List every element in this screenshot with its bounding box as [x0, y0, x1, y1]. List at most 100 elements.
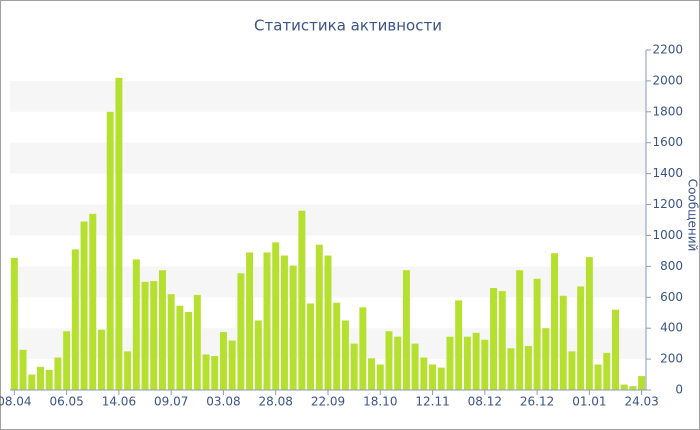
x-tick-label: 18.10	[363, 395, 397, 409]
bar	[185, 311, 193, 390]
x-tick-label: 22.09	[311, 395, 345, 409]
bar	[315, 244, 323, 390]
bar	[455, 300, 463, 390]
bar	[97, 329, 105, 390]
y-tick-label: 1200	[652, 197, 683, 211]
bar	[594, 364, 602, 390]
y-tick-label: 1800	[652, 104, 683, 118]
bar	[289, 265, 297, 390]
bar	[254, 320, 262, 390]
bar	[89, 213, 97, 390]
bar	[193, 294, 201, 390]
chart-title: Статистика активности	[254, 17, 442, 35]
grid-band	[10, 80, 646, 112]
bar	[80, 221, 88, 390]
bar	[115, 77, 123, 391]
bar	[280, 255, 288, 390]
bar	[551, 253, 559, 390]
bar	[211, 356, 219, 390]
bar	[429, 364, 437, 390]
y-tick-label: 600	[660, 290, 683, 304]
bar	[350, 343, 358, 390]
x-tick-label: 26.12	[520, 395, 554, 409]
y-tick-label: 2200	[652, 43, 683, 57]
bar	[490, 288, 498, 390]
x-tick-label: 08.04	[0, 395, 32, 409]
x-tick-label: 06.05	[49, 395, 83, 409]
bar	[612, 309, 619, 390]
bar	[585, 257, 593, 390]
bar	[507, 348, 515, 390]
bar	[411, 343, 419, 390]
bar	[324, 255, 332, 390]
x-tick-label: 01.01	[572, 395, 606, 409]
x-tick-label: 03.08	[206, 395, 240, 409]
bar	[524, 345, 532, 390]
y-tick-label: 1600	[652, 135, 683, 149]
bar	[176, 305, 184, 390]
bar	[141, 281, 149, 390]
y-tick-label: 2000	[652, 73, 683, 87]
bar	[333, 302, 341, 390]
bar	[150, 281, 158, 390]
bar	[638, 376, 646, 390]
bar	[228, 340, 236, 390]
bar	[71, 249, 79, 390]
bar	[37, 366, 44, 390]
y-tick-label: 800	[660, 259, 683, 273]
bar	[45, 369, 53, 390]
grid-band	[10, 142, 646, 174]
x-tick-label: 14.06	[102, 395, 136, 409]
bar	[28, 374, 36, 390]
x-tick-label: 09.07	[154, 395, 188, 409]
y-axis-label: Сообщений	[686, 179, 700, 252]
y-tick-label: 0	[675, 383, 683, 397]
bar	[420, 357, 428, 390]
bar	[341, 320, 349, 390]
y-tick-label: 400	[660, 321, 683, 335]
bar	[359, 307, 367, 390]
bar	[132, 259, 140, 390]
bar	[219, 332, 227, 390]
bar	[533, 278, 541, 390]
bar	[63, 331, 71, 390]
bar	[437, 367, 445, 390]
bar	[106, 111, 114, 391]
bar	[472, 332, 480, 390]
bar	[124, 351, 132, 390]
bar	[481, 339, 489, 390]
bar	[568, 351, 576, 390]
bar	[263, 252, 271, 390]
bar	[463, 336, 471, 390]
bar	[498, 291, 506, 390]
bar	[158, 270, 166, 390]
bar	[402, 270, 410, 390]
bar	[368, 358, 376, 390]
x-tick-label: 08.12	[468, 395, 502, 409]
bar	[237, 273, 245, 390]
bar	[603, 352, 611, 390]
bar	[394, 336, 402, 390]
bar	[446, 336, 454, 390]
bar	[629, 386, 637, 390]
y-tick-label: 200	[660, 352, 683, 366]
bar	[246, 252, 254, 390]
bar	[620, 384, 628, 390]
bar	[577, 286, 585, 390]
bar	[19, 349, 27, 390]
x-tick-label: 28.08	[259, 395, 293, 409]
bar	[298, 210, 306, 390]
bar	[307, 303, 315, 390]
bar	[516, 270, 524, 390]
x-tick-label: 24.03	[624, 395, 658, 409]
y-tick-label: 1400	[652, 166, 683, 180]
bar	[542, 328, 550, 390]
x-tick-label: 12.11	[415, 395, 449, 409]
bar	[54, 357, 62, 390]
bar	[10, 257, 18, 390]
bar	[202, 354, 210, 390]
bar	[385, 331, 393, 390]
bar	[376, 364, 384, 390]
y-tick-label: 1000	[652, 228, 683, 242]
